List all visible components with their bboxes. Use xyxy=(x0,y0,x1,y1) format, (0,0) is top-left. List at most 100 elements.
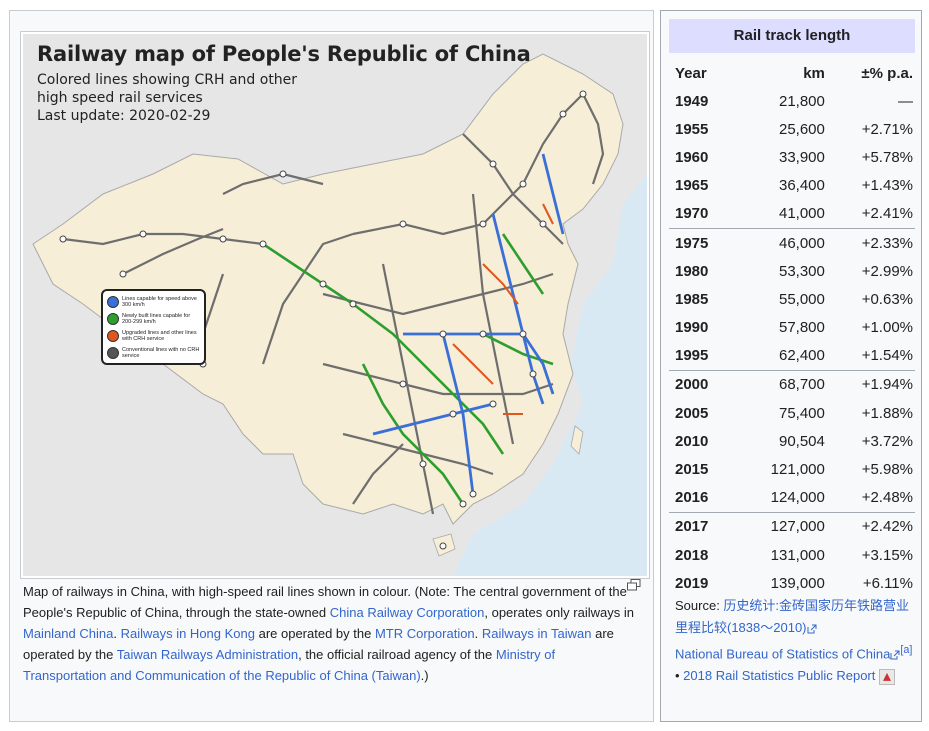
rail-length-table: Year km ±% p.a. 1949 21,800 — 1955 25,600 +2.… xyxy=(669,59,915,597)
link-mtr-corporation[interactable]: MTR Corporation xyxy=(374,626,475,641)
cell-pct-pa: +5.78% xyxy=(861,148,913,166)
table-row: 1965 36,400 +1.43% xyxy=(669,172,915,200)
table-row: 2005 75,400 +1.88% xyxy=(669,399,915,427)
link-china-railway-corporation[interactable]: China Railway Corporation xyxy=(329,605,485,620)
map-subtitle-2: high speed rail services xyxy=(37,90,203,106)
cell-km: 33,900 xyxy=(778,148,825,166)
cell-km: 131,000 xyxy=(770,546,825,564)
link-railways-in-taiwan[interactable]: Railways in Taiwan xyxy=(481,626,592,641)
cell-pct-pa: +1.43% xyxy=(861,177,913,195)
legend-item-200kmh: Newly built lines capable for 200-299 km… xyxy=(107,313,202,325)
table-row: 1985 55,000 +0.63% xyxy=(669,285,915,313)
table-row: 2016 124,000 +2.48% xyxy=(669,484,915,513)
cell-year: 1965 xyxy=(675,177,709,195)
cell-year: 1985 xyxy=(675,290,709,308)
table-row: 2015 121,000 +5.98% xyxy=(669,455,915,483)
enlarge-icon[interactable] xyxy=(627,579,641,591)
cell-year: 2019 xyxy=(675,574,709,592)
cell-km: 127,000 xyxy=(734,511,827,541)
table-row: 2010 90,504 +3.72% xyxy=(669,427,915,455)
table-row: 2017 127,000 +2.42% xyxy=(669,511,915,541)
cell-year: 1975 xyxy=(669,227,735,258)
cell-km: 46,000 xyxy=(734,227,827,258)
cell-year: 1980 xyxy=(675,262,709,280)
map-caption: Map of railways in China, with high-spee… xyxy=(23,584,634,683)
cell-pct-pa: +2.71% xyxy=(861,120,913,138)
cell-pct-pa: +6.11% xyxy=(862,574,913,592)
cell-year: 2018 xyxy=(675,546,709,564)
reference-a[interactable]: [a] xyxy=(900,644,913,656)
cell-year: 2017 xyxy=(669,511,735,541)
cell-pct-pa: +5.98% xyxy=(861,461,913,479)
cell-km: 139,000 xyxy=(770,574,825,592)
cell-pct-pa: +2.48% xyxy=(861,489,913,507)
cell-pct-pa: +2.42% xyxy=(826,511,915,541)
infobox-title: Rail track length xyxy=(669,19,915,53)
external-link-icon xyxy=(890,650,900,660)
rail-track-length-infobox: Rail track length Year km ±% p.a. 1949 21… xyxy=(660,10,922,722)
map-last-update: Last update: 2020-02-29 xyxy=(37,108,211,124)
cell-year: 1960 xyxy=(675,148,709,166)
cell-km: 121,000 xyxy=(770,461,825,479)
cell-year: 2005 xyxy=(675,404,709,422)
cell-pct-pa: +2.99% xyxy=(861,262,913,280)
link-source-historical-statistics[interactable]: 历史统计:金砖国家历年铁路营业里程比较(1838～2010) xyxy=(675,598,910,635)
link-mainland-china[interactable]: Mainland China xyxy=(23,626,114,641)
cell-year: 2016 xyxy=(675,489,709,507)
blue-dot-icon xyxy=(107,296,119,308)
cell-km: 53,300 xyxy=(778,262,825,280)
link-national-bureau-of-statistics[interactable]: National Bureau of Statistics of China xyxy=(675,646,891,662)
table-row: 1960 33,900 +5.78% xyxy=(669,143,915,171)
link-ministry-of-transportation[interactable]: Ministry of Transportation and Communica… xyxy=(23,647,556,683)
cell-km: 62,400 xyxy=(778,347,825,365)
table-row: 2018 131,000 +3.15% xyxy=(669,541,915,569)
header-pct-pa: ±% p.a. xyxy=(861,64,913,82)
table-row: 1970 41,000 +2.41% xyxy=(669,200,915,229)
table-row: 2000 68,700 +1.94% xyxy=(669,369,915,400)
table-row: 1990 57,800 +1.00% xyxy=(669,314,915,342)
legend-item-conventional: Conventional lines with no CRH service xyxy=(107,347,202,359)
cell-year: 1995 xyxy=(675,347,709,365)
cell-year: 1970 xyxy=(675,205,709,223)
map-legend: Lines capable for speed above 300 km/h N… xyxy=(101,289,206,365)
cell-km: 68,700 xyxy=(734,369,827,400)
table-row: 1955 25,600 +2.71% xyxy=(669,115,915,143)
link-railways-in-hong-kong[interactable]: Railways in Hong Kong xyxy=(120,626,255,641)
cell-pct-pa: +1.94% xyxy=(826,369,915,400)
red-dot-icon xyxy=(107,330,119,342)
cell-km: 55,000 xyxy=(778,290,825,308)
map-title: Railway map of People's Republic of Chin… xyxy=(37,42,531,66)
cell-year: 2010 xyxy=(675,432,709,450)
table-row: 1949 21,800 — xyxy=(669,87,915,115)
cell-pct-pa: +3.72% xyxy=(861,432,913,450)
cell-km: 36,400 xyxy=(778,177,825,195)
pdf-icon xyxy=(879,668,895,685)
cell-pct-pa: — xyxy=(898,92,913,110)
cell-pct-pa: +0.63% xyxy=(861,290,913,308)
table-row: 1995 62,400 +1.54% xyxy=(669,342,915,371)
cell-km: 57,800 xyxy=(778,319,825,337)
cell-km: 21,800 xyxy=(778,92,825,110)
cell-year: 1955 xyxy=(675,120,709,138)
link-2018-rail-statistics-report[interactable]: 2018 Rail Statistics Public Report xyxy=(683,668,876,684)
source-note: Source: 历史统计:金砖国家历年铁路营业里程比较(1838～2010) Na… xyxy=(675,598,913,685)
cell-pct-pa: +3.15% xyxy=(861,546,913,564)
table-row: 1980 53,300 +2.99% xyxy=(669,257,915,285)
table-header-row: Year km ±% p.a. xyxy=(669,59,915,87)
cell-pct-pa: +1.00% xyxy=(861,319,913,337)
cell-km: 25,600 xyxy=(778,120,825,138)
cell-pct-pa: +1.54% xyxy=(861,347,913,365)
link-taiwan-railways-administration[interactable]: Taiwan Railways Administration xyxy=(116,647,299,662)
map-figure: Railway map of People's Republic of Chin… xyxy=(9,10,654,722)
gray-dot-icon xyxy=(107,347,119,359)
legend-item-300kmh: Lines capable for speed above 300 km/h xyxy=(107,296,202,308)
cell-year: 1990 xyxy=(675,319,709,337)
railway-map-image[interactable]: Railway map of People's Republic of Chin… xyxy=(20,31,650,579)
cell-year: 2015 xyxy=(675,461,709,479)
table-row: 2019 139,000 +6.11% xyxy=(669,569,915,597)
cell-year: 1949 xyxy=(675,92,709,110)
header-km: km xyxy=(803,64,825,82)
external-link-icon xyxy=(807,624,816,634)
cell-pct-pa: +2.41% xyxy=(861,205,913,223)
legend-item-upgraded: Upgraded lines and other lines with CRH … xyxy=(107,330,202,342)
